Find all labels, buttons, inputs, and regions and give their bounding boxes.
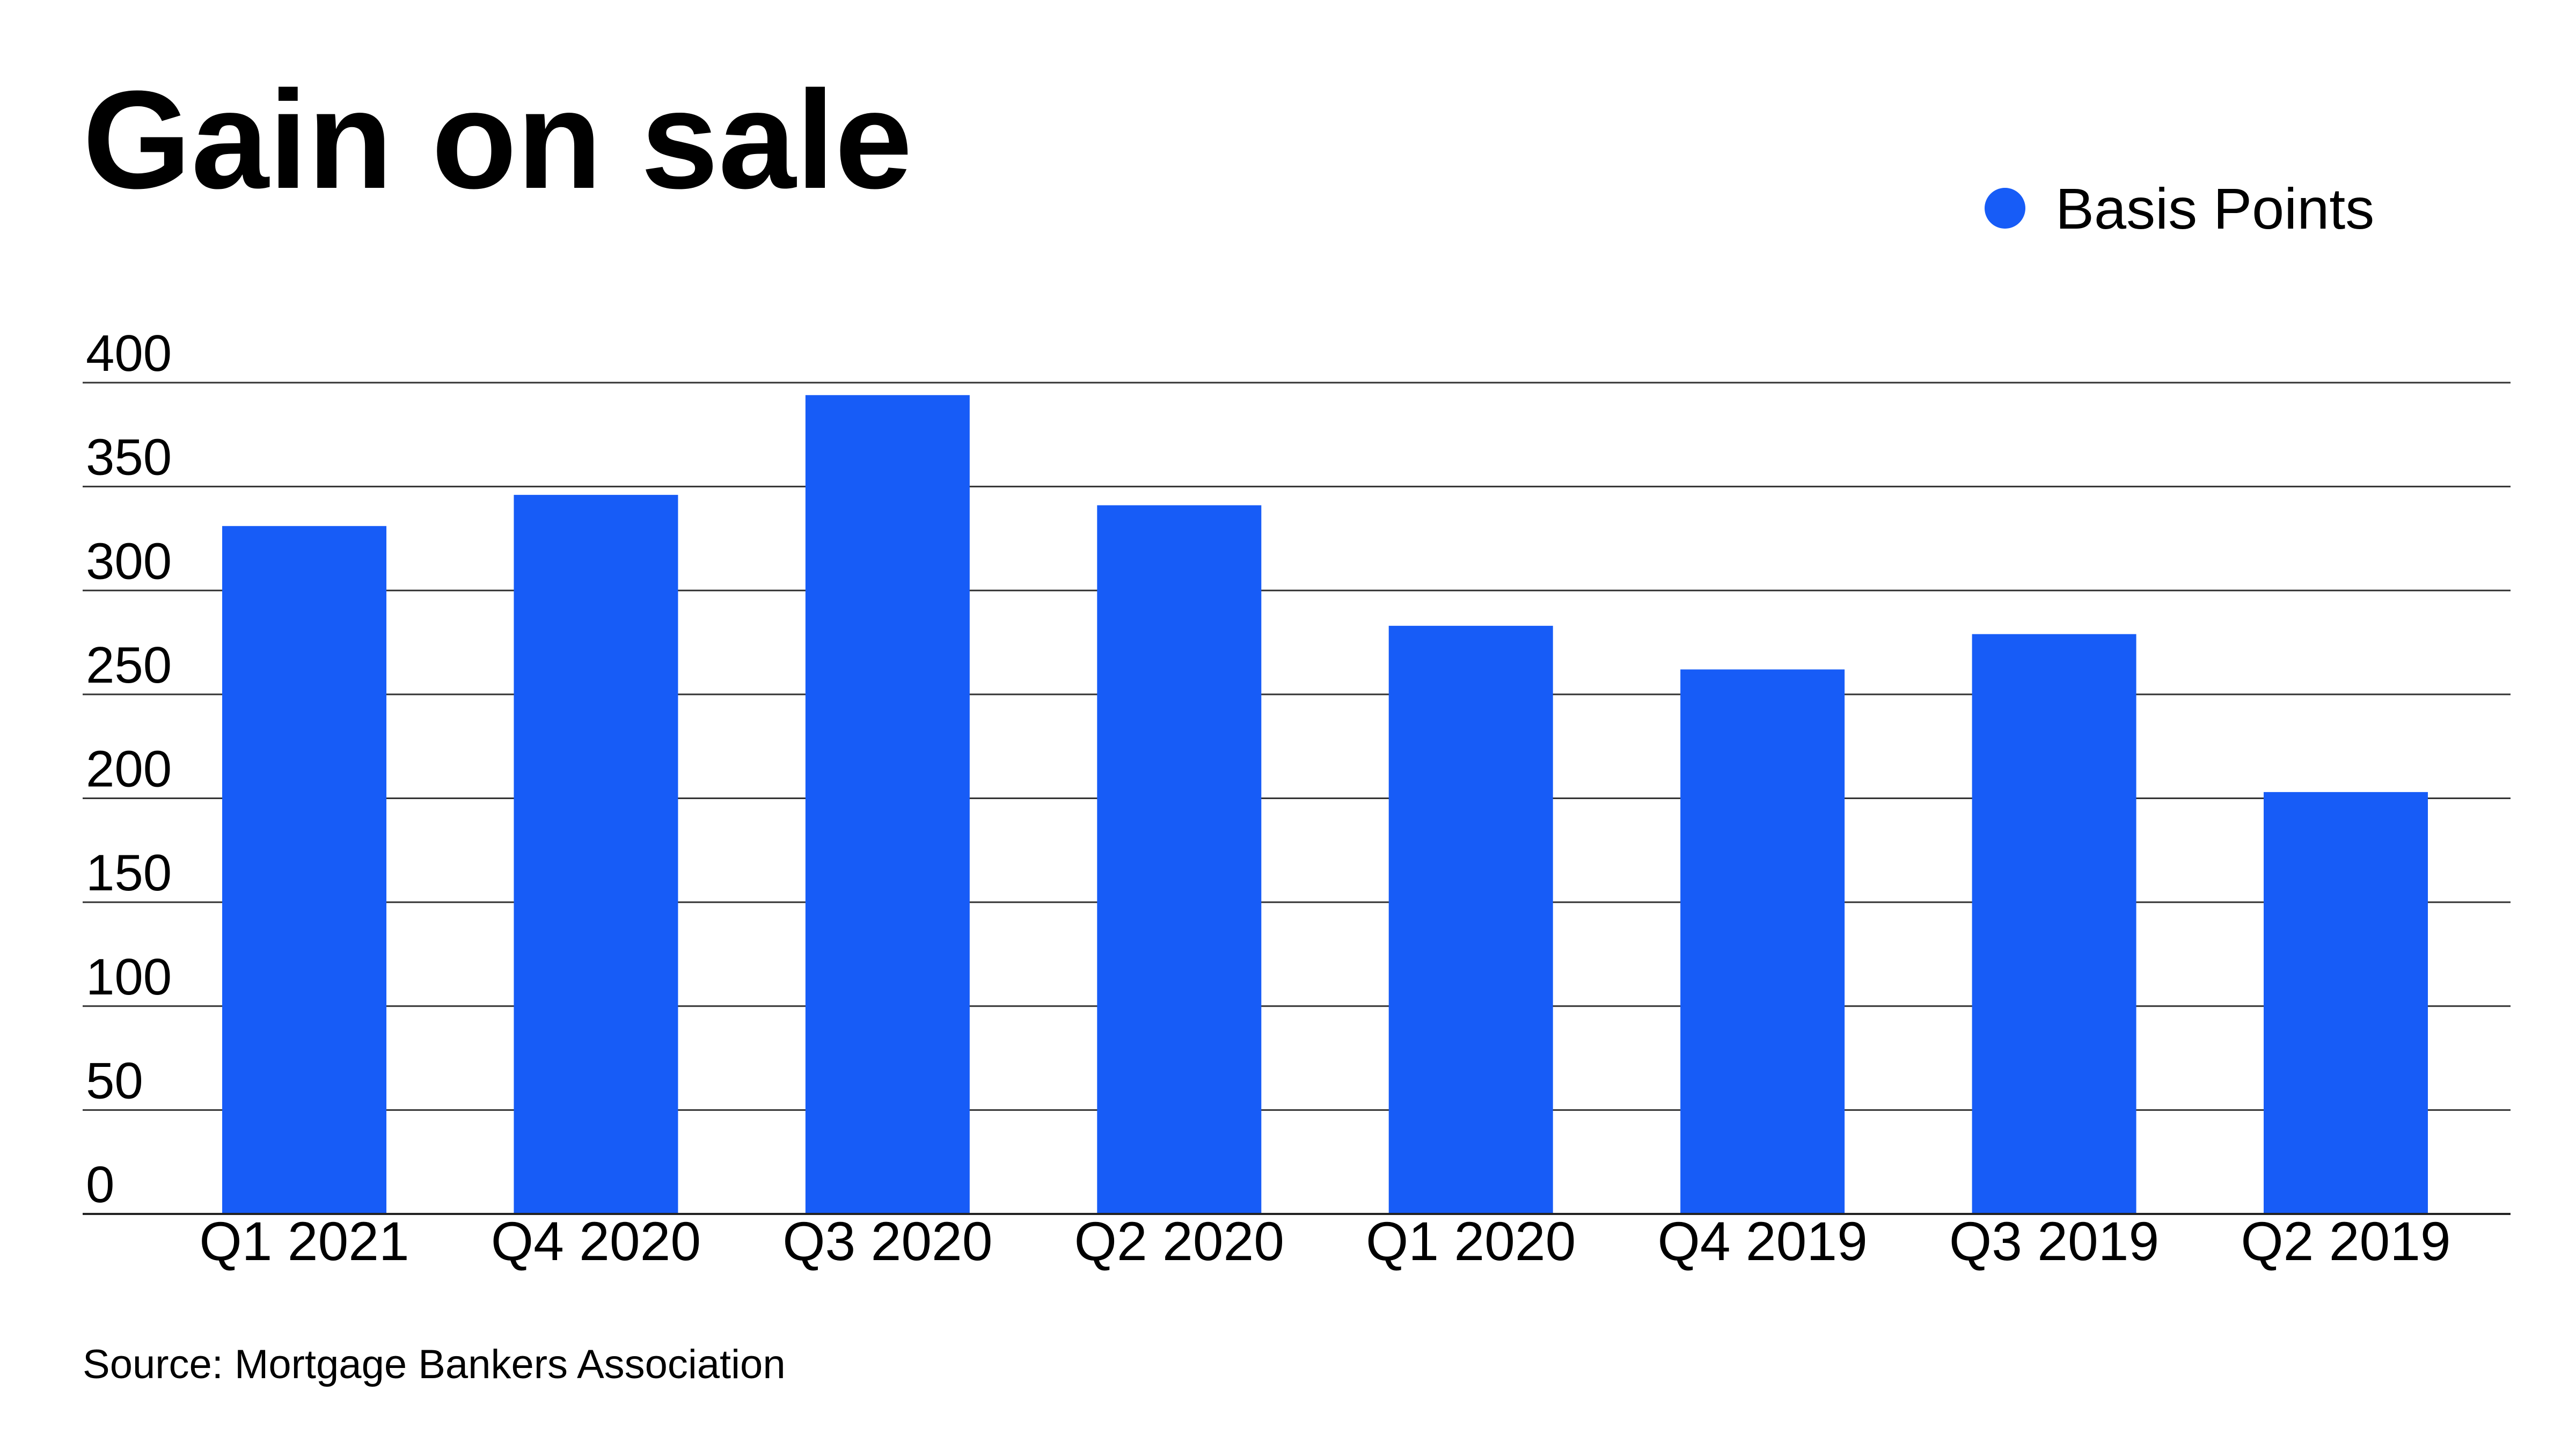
source-note: Source: Mortgage Bankers Association [83, 1342, 786, 1387]
y-tick-label: 200 [86, 741, 172, 798]
gridlines [83, 382, 2511, 1215]
x-category-label: Q2 2020 [1074, 1211, 1284, 1272]
y-tick-label: 150 [86, 844, 172, 902]
bar-q2-2020 [1097, 505, 1262, 1214]
bar-q4-2019 [1680, 669, 1845, 1214]
x-category-label: Q4 2020 [491, 1211, 701, 1272]
x-category-label: Q4 2019 [1657, 1211, 1867, 1272]
bar-q2-2019 [2264, 792, 2428, 1214]
y-tick-label: 300 [86, 532, 172, 590]
x-axis-labels: Q1 2021 Q4 2020 Q3 2020 Q2 2020 Q1 2020 Q4 20… [199, 1211, 2450, 1272]
y-tick-label: 50 [86, 1052, 143, 1109]
x-category-label: Q3 2020 [782, 1211, 992, 1272]
bar-q3-2019 [1972, 634, 2136, 1214]
y-tick-label: 400 [86, 325, 172, 382]
y-tick-label: 250 [86, 636, 172, 694]
y-tick-label: 100 [86, 948, 172, 1006]
bar-q4-2020 [514, 495, 678, 1214]
x-category-label: Q1 2020 [1366, 1211, 1576, 1272]
legend-label: Basis Points [2055, 176, 2374, 241]
y-tick-label: 350 [86, 429, 172, 486]
bars [83, 395, 2511, 1215]
bar-q1-2021 [222, 526, 386, 1214]
x-category-label: Q3 2019 [1949, 1211, 2159, 1272]
bar-q3-2020 [805, 395, 970, 1214]
bar-q1-2020 [1388, 626, 1553, 1214]
x-category-label: Q2 2019 [2241, 1211, 2450, 1272]
y-tick-label: 0 [86, 1156, 114, 1213]
chart-title: Gain on sale [83, 62, 912, 218]
x-category-label: Q1 2021 [199, 1211, 409, 1272]
legend: Basis Points [1985, 176, 2374, 241]
legend-marker-icon [1985, 188, 2025, 229]
y-axis-ticks: 0 50 100 150 200 250 300 350 400 [86, 325, 172, 1213]
